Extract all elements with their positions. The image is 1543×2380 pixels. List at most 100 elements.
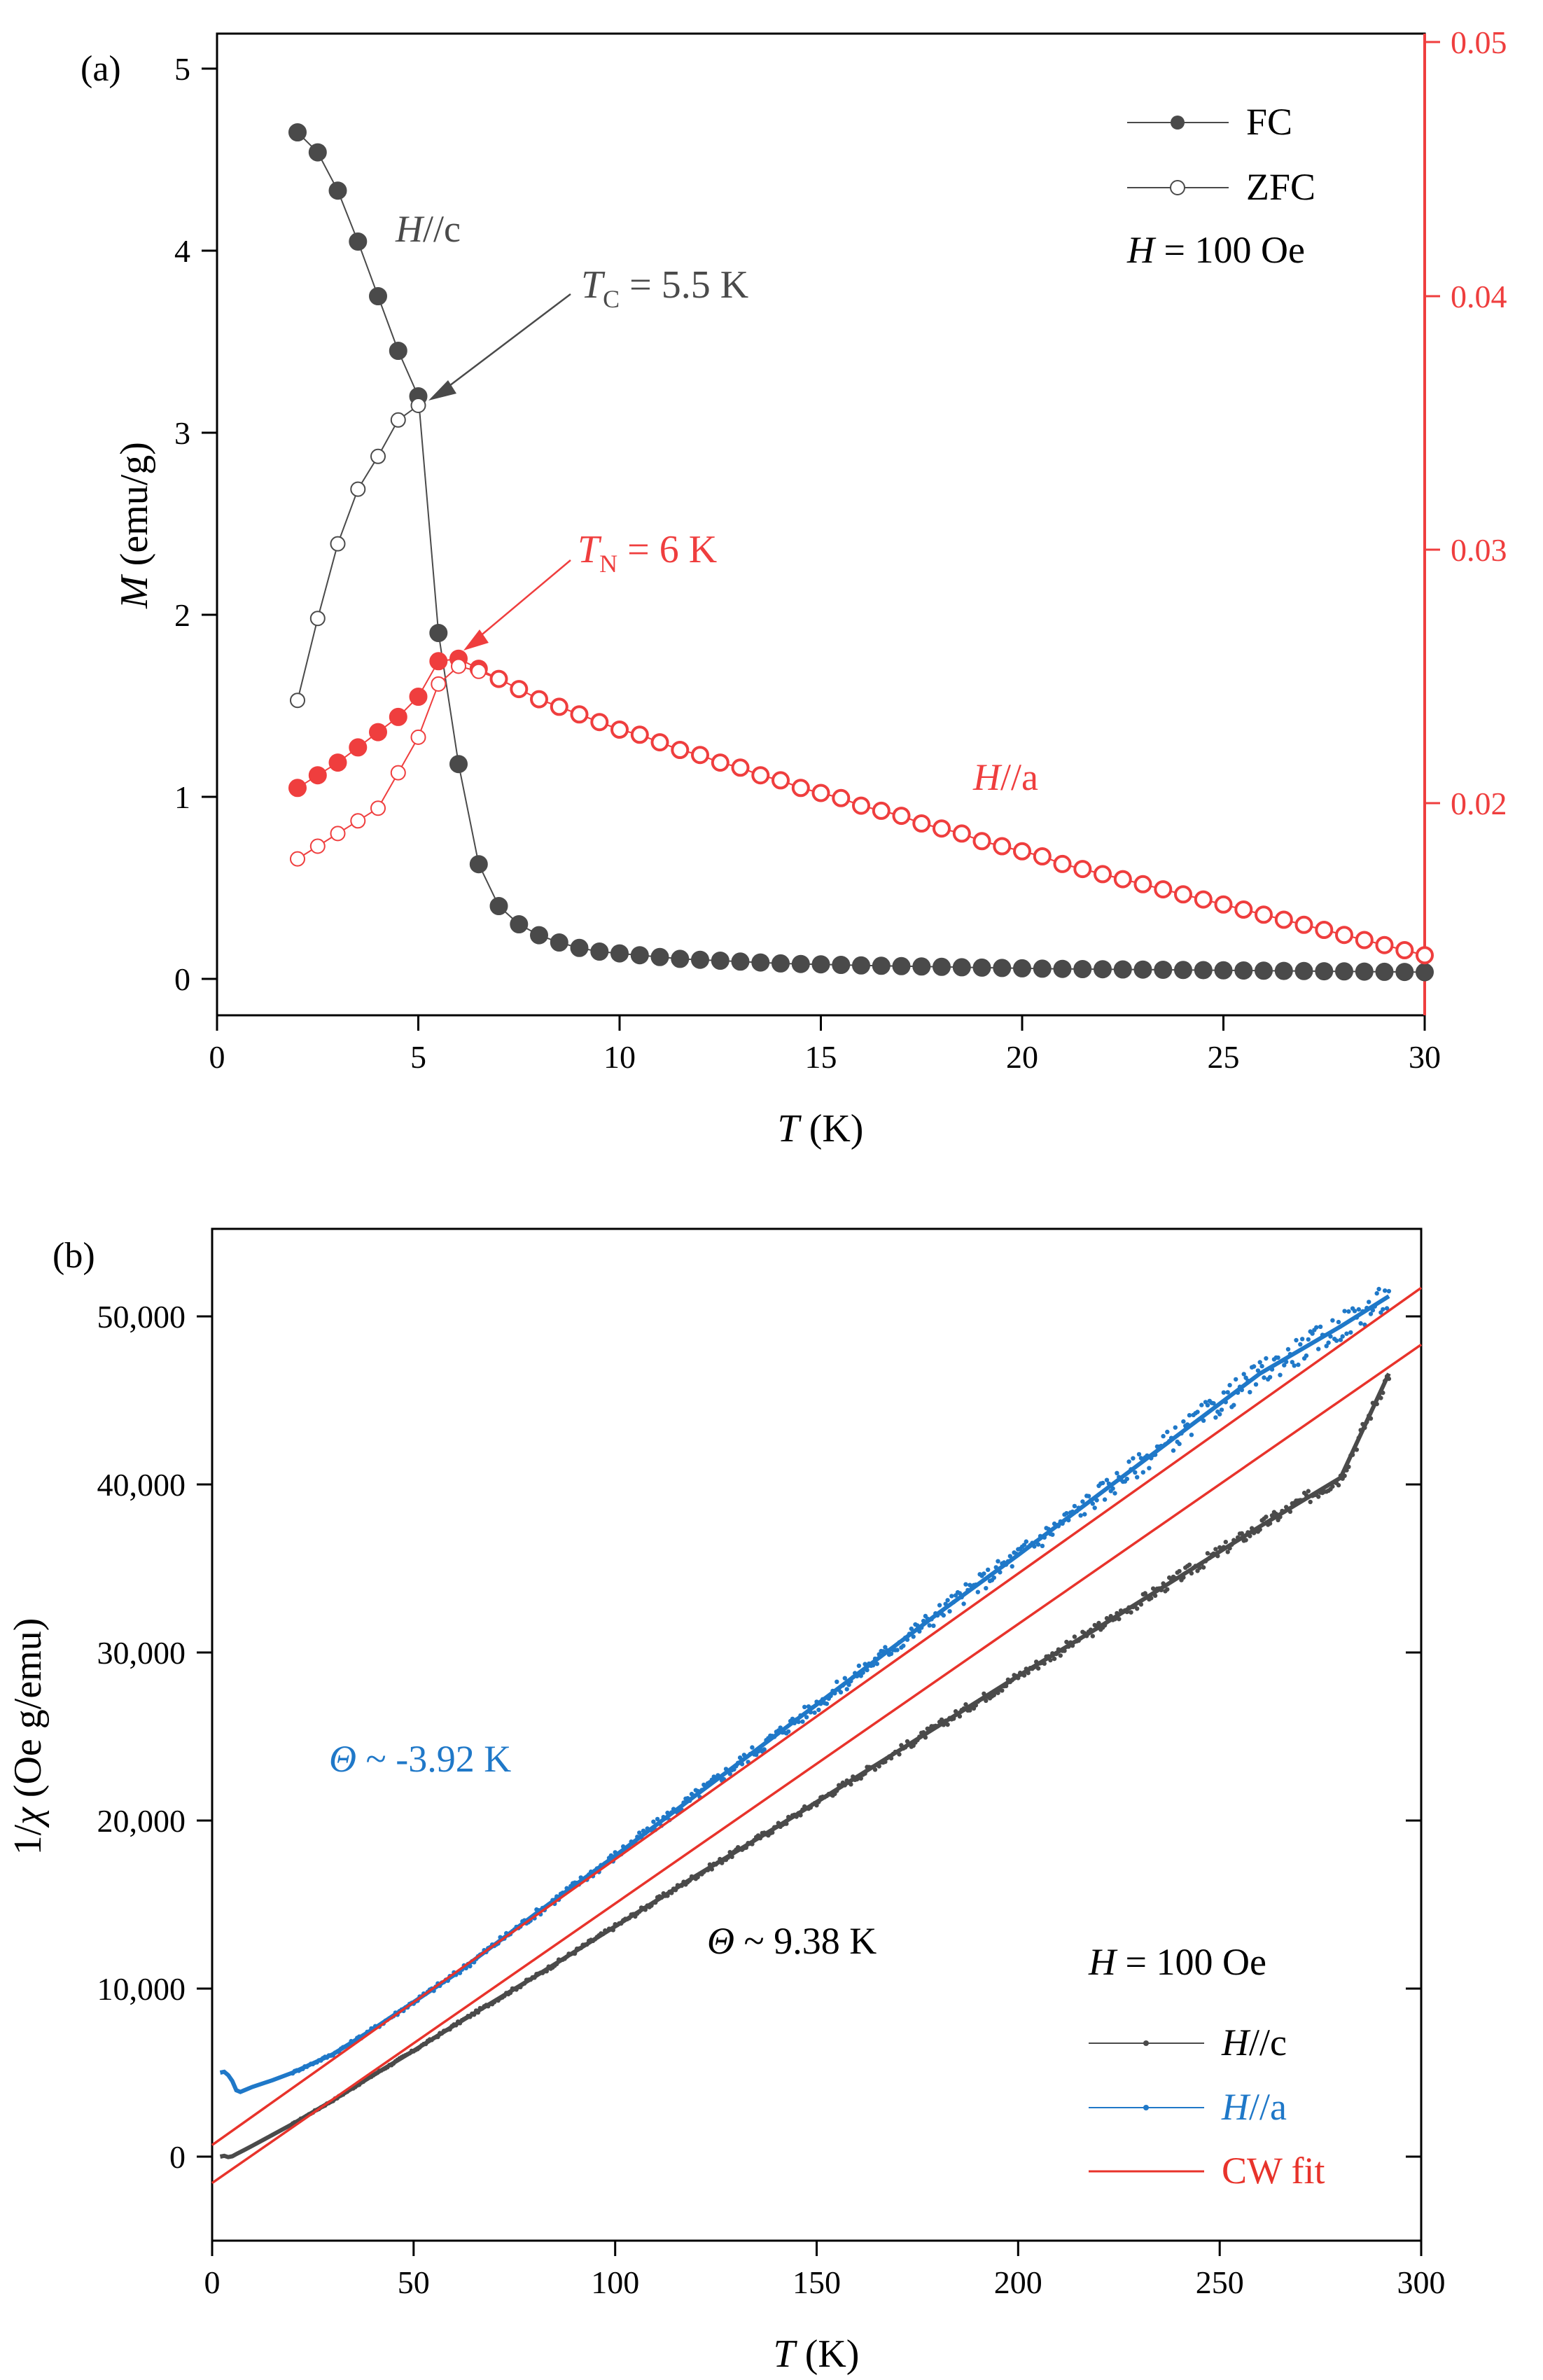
data-point (1344, 1331, 1349, 1336)
data-point (1245, 1530, 1250, 1535)
data-point (687, 1878, 692, 1883)
data-point (1174, 961, 1192, 980)
data-point (1306, 1337, 1311, 1342)
data-point (732, 760, 748, 776)
data-point (631, 727, 648, 743)
data-point (630, 946, 649, 965)
data-point (973, 1582, 979, 1587)
data-point (1213, 1547, 1218, 1552)
data-point (929, 1617, 934, 1622)
annotation-theta-c: Θ ~ 9.38 K (707, 1920, 877, 1962)
panel-a-x-ticks: 0 5 10 15 20 25 30 (209, 1015, 1441, 1075)
data-point (1364, 1419, 1369, 1425)
data-point (1050, 1651, 1055, 1656)
data-point (1032, 1664, 1037, 1670)
data-point (1215, 1554, 1220, 1559)
data-point (1318, 1324, 1323, 1330)
data-point (925, 1616, 930, 1621)
y-tick-0: 0 (174, 961, 217, 997)
data-point (681, 1800, 686, 1805)
data-point (550, 933, 568, 952)
y-tick-10000: 10,000 (97, 1971, 1421, 2007)
data-point (1360, 1421, 1365, 1427)
data-point (1177, 1441, 1182, 1447)
data-point (1354, 1315, 1360, 1320)
data-point (921, 1730, 926, 1735)
series-h-par-a-zfc (290, 658, 1432, 963)
data-point (1135, 1475, 1140, 1480)
data-point (1014, 1551, 1019, 1557)
data-point (844, 1687, 849, 1692)
data-point (965, 1587, 970, 1593)
data-point (1330, 1484, 1335, 1489)
data-point (1088, 1498, 1094, 1503)
data-point (447, 2027, 452, 2032)
panel-b: (b) 0 50 100 150 200 250 300 0 10,000 20… (6, 1227, 1446, 2376)
panel-b-y-axis-label: 1/χ (Oe g/emu) (6, 1618, 50, 1856)
data-point (1203, 1559, 1208, 1564)
data-point (1386, 1376, 1392, 1382)
data-point (1274, 961, 1293, 980)
data-point (814, 1803, 819, 1808)
data-point (762, 1747, 767, 1752)
data-point (695, 1788, 700, 1794)
data-point (1054, 856, 1070, 872)
x-tick-5: 5 (410, 1015, 426, 1075)
x-tick-0: 0 (209, 1015, 225, 1075)
y-tick-4: 4 (174, 233, 217, 269)
data-point (531, 691, 547, 707)
y-tick-label: 5 (174, 51, 190, 87)
data-point (715, 1860, 720, 1865)
data-point (650, 947, 669, 966)
data-point (1364, 1305, 1369, 1311)
data-point (1221, 1390, 1227, 1395)
data-point (643, 1907, 648, 1912)
data-point (957, 1591, 963, 1596)
legend-h-par-a-marker (1143, 2105, 1149, 2110)
x-tick-label: 0 (209, 1039, 225, 1075)
data-point (945, 1598, 950, 1603)
data-point (1074, 1509, 1080, 1514)
data-point (489, 897, 508, 915)
data-point (1179, 1431, 1184, 1436)
data-point (975, 1589, 981, 1594)
data-point (885, 1648, 890, 1653)
data-point (431, 676, 447, 692)
data-point (1013, 959, 1031, 977)
data-point (1211, 1551, 1216, 1556)
data-point (727, 1850, 732, 1855)
data-point (510, 915, 529, 933)
data-point (1151, 1586, 1156, 1591)
data-point (973, 1703, 979, 1708)
data-point (470, 663, 487, 679)
data-point (699, 1788, 704, 1793)
annotation-h-par-c: H//c (395, 208, 461, 250)
annotation-tc-arrowhead (428, 380, 456, 401)
data-point (1135, 876, 1151, 892)
data-point (1155, 882, 1171, 898)
data-point (757, 1836, 763, 1841)
data-point (1340, 1334, 1345, 1339)
data-point (350, 813, 366, 829)
y-tick-5: 5 (174, 51, 217, 87)
legend-h-par-c-marker (1143, 2040, 1149, 2046)
data-point (1010, 1678, 1014, 1683)
data-point (870, 1663, 876, 1668)
data-point (288, 779, 307, 798)
y2-tick-label: 0.03 (1451, 532, 1507, 568)
data-point (1046, 1526, 1051, 1531)
panel-a-legend: FC ZFC H = 100 Oe (1126, 101, 1315, 271)
data-point (655, 1816, 660, 1822)
data-point (979, 1697, 984, 1702)
data-point (1078, 1513, 1083, 1518)
data-point (1056, 1524, 1061, 1529)
data-point (835, 1679, 839, 1684)
data-point (1383, 1379, 1388, 1384)
data-point (1090, 1501, 1096, 1506)
data-point (1010, 1564, 1014, 1569)
data-point (1356, 1307, 1362, 1312)
data-point (729, 1854, 734, 1859)
data-point (1280, 1358, 1285, 1363)
data-point (961, 1601, 966, 1606)
data-point (883, 1759, 888, 1765)
